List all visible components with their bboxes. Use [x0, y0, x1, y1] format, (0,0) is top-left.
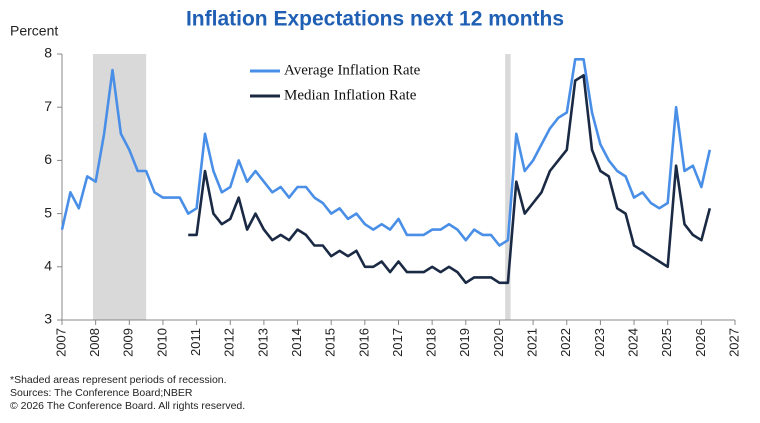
x-tick-label: 2019: [457, 328, 472, 357]
x-tick-label: 2008: [87, 328, 102, 357]
footnote: *Shaded areas represent periods of reces…: [10, 374, 227, 386]
y-tick-label: 7: [44, 98, 52, 114]
footnote: © 2026 The Conference Board. All rights …: [10, 400, 245, 412]
x-tick-label: 2025: [659, 328, 674, 357]
legend-label: Median Inflation Rate: [284, 87, 417, 103]
y-tick-label: 5: [44, 204, 52, 220]
x-tick-label: 2012: [222, 328, 237, 357]
x-tick-label: 2009: [121, 328, 136, 357]
y-tick-label: 3: [44, 311, 52, 327]
x-tick-label: 2015: [323, 328, 338, 357]
x-tick-label: 2007: [53, 328, 68, 357]
x-tick-label: 2017: [390, 328, 405, 357]
x-tick-label: 2020: [491, 328, 506, 357]
x-tick-label: 2013: [255, 328, 270, 357]
footnote: Sources: The Conference Board;NBER: [10, 387, 193, 399]
x-tick-label: 2014: [289, 328, 304, 357]
recession-band: [505, 54, 511, 320]
y-tick-label: 6: [44, 151, 52, 167]
x-tick-label: 2026: [693, 328, 708, 357]
y-axis-label: Percent: [10, 23, 58, 39]
recession-band: [92, 54, 147, 320]
x-tick-label: 2021: [525, 328, 540, 357]
chart-title: Inflation Expectations next 12 months: [186, 8, 564, 31]
x-tick-label: 2016: [356, 328, 371, 357]
y-tick-label: 4: [44, 258, 52, 274]
x-tick-label: 2027: [726, 328, 741, 357]
x-tick-label: 2010: [154, 328, 169, 357]
x-tick-label: 2018: [424, 328, 439, 357]
line: [60, 58, 712, 247]
x-tick-label: 2023: [592, 328, 607, 357]
y-tick-label: 8: [44, 45, 52, 61]
x-tick-label: 2022: [558, 328, 573, 357]
x-tick-label: 2024: [625, 328, 640, 357]
line: [188, 74, 712, 285]
legend-label: Average Inflation Rate: [284, 62, 421, 78]
x-tick-label: 2011: [188, 328, 203, 356]
